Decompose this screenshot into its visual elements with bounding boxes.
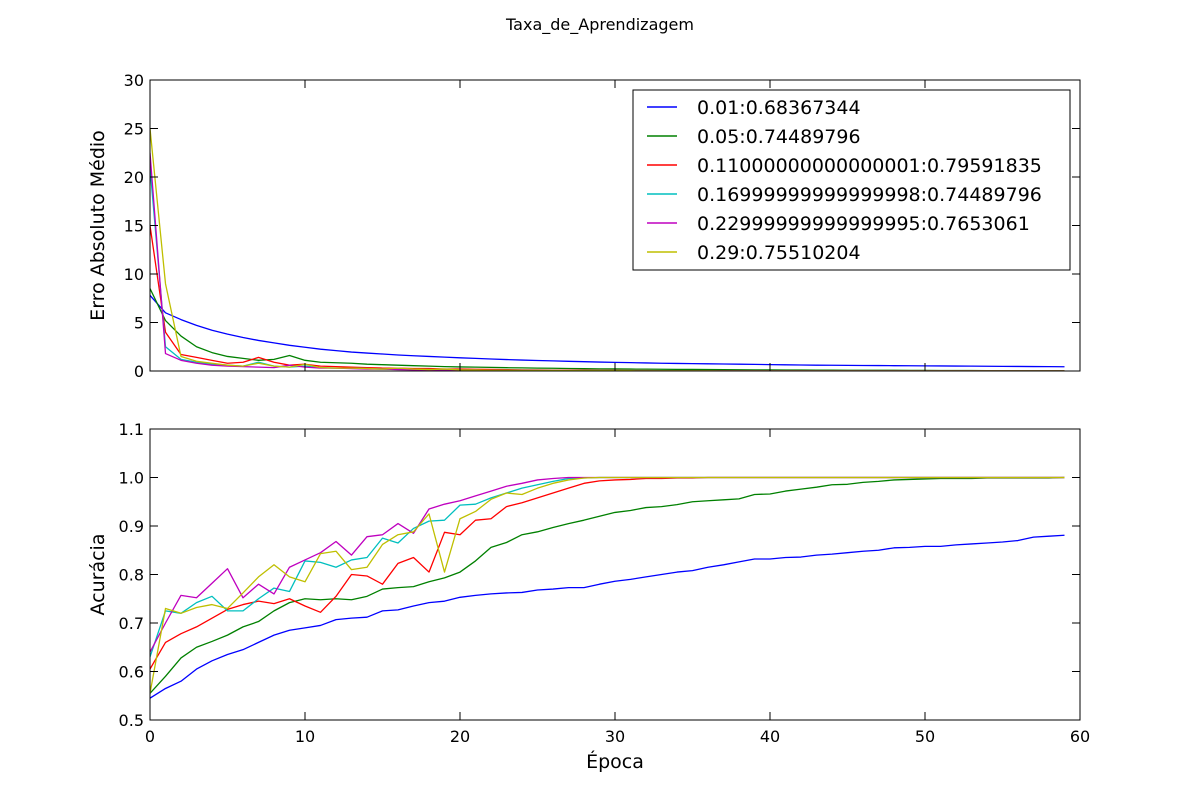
y-tick-label: 1.0 <box>119 469 144 488</box>
y-tick-label: 15 <box>124 217 144 236</box>
y-tick-label: 0.9 <box>119 517 144 536</box>
legend-label-0: 0.01:0.68367344 <box>697 97 861 119</box>
series-line-1 <box>150 476 1065 694</box>
legend-label-3: 0.16999999999999998:0.74489796 <box>697 184 1042 206</box>
x-tick-label: 50 <box>915 727 935 746</box>
series-line-5 <box>150 476 1065 694</box>
series-line-2 <box>150 476 1065 670</box>
y-tick-label: 1.1 <box>119 420 144 439</box>
y-tick-label: 30 <box>124 71 144 90</box>
x-axis-label: Época <box>586 750 644 773</box>
legend-box <box>632 89 1071 271</box>
series-line-0 <box>150 294 1065 368</box>
y-tick-label: 20 <box>124 168 144 187</box>
y-tick-label: 0.8 <box>119 566 144 585</box>
legend-label-2: 0.11000000000000001:0.79591835 <box>697 155 1042 177</box>
x-tick-label: 40 <box>760 727 780 746</box>
x-tick-label: 60 <box>1070 727 1090 746</box>
series-line-0 <box>150 534 1065 699</box>
x-tick-label: 10 <box>295 727 315 746</box>
y-tick-label: 25 <box>124 120 144 139</box>
y-tick-label: 0.7 <box>119 614 144 633</box>
y-axis-label: Erro Absoluto Médio <box>87 130 109 321</box>
x-tick-label: 20 <box>450 727 470 746</box>
axes-frame <box>149 428 1081 721</box>
x-tick-label: 30 <box>605 727 625 746</box>
series-line-4 <box>150 476 1065 653</box>
legend-label-1: 0.05:0.74489796 <box>697 126 861 148</box>
series-line-1 <box>150 288 1065 371</box>
y-tick-label: 10 <box>124 265 144 284</box>
y-tick-label: 0.5 <box>119 711 144 730</box>
legend-label-5: 0.29:0.75510204 <box>697 242 861 264</box>
legend-label-4: 0.22999999999999995:0.7653061 <box>697 213 1030 235</box>
mae-subplot: 0 5 10 15 20 25 30 Erro Absoluto Médio 0.01:0.68… <box>87 71 1081 381</box>
y-axis-label: Acurácia <box>87 534 109 616</box>
series-line-3 <box>150 476 1065 658</box>
x-tick-label: 0 <box>145 727 155 746</box>
series-group <box>150 476 1065 699</box>
y-tick-label: 0.6 <box>119 663 144 682</box>
accuracy-subplot: 0 10 20 30 40 50 60 0.5 0.6 0.7 0.8 0.9 1.0 1.1 Acurác… <box>87 420 1090 773</box>
y-tick-label: 5 <box>134 314 144 333</box>
y-tick-label: 0 <box>134 362 144 381</box>
figure-title: Taxa_de_Aprendizagem <box>505 15 694 35</box>
legend: 0.01:0.68367344 0.05:0.74489796 0.11000000… <box>632 89 1071 271</box>
